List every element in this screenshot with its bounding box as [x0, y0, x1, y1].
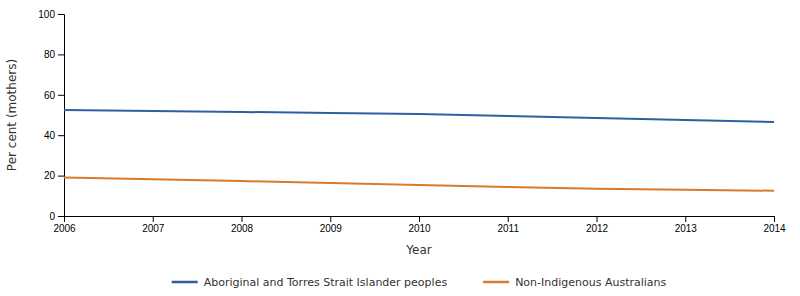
y-tick-label: 100: [38, 9, 55, 20]
y-axis-line: [58, 15, 65, 217]
series-line: [64, 178, 774, 191]
x-tick-label: 2013: [675, 223, 698, 234]
x-tick: 2006: [53, 216, 76, 234]
x-tick: 2014: [763, 216, 786, 234]
y-tick-label: 80: [44, 49, 56, 60]
x-tick-label: 2011: [497, 223, 519, 234]
legend-item: Aboriginal and Torres Strait Islander pe…: [172, 276, 448, 289]
x-tick: 2007: [142, 216, 165, 234]
x-tick-label: 2012: [586, 223, 609, 234]
legend-swatch: [172, 281, 198, 284]
plot: 2006 2007 2008 2009 2010 2011 2012 2013 2014 0 20 4…: [38, 9, 786, 234]
x-tick-mark: [153, 216, 154, 222]
y-tick: 40: [44, 130, 64, 141]
x-axis: 2006 2007 2008 2009 2010 2011 2012 2013 2014: [53, 216, 786, 234]
y-tick-label: 0: [49, 211, 55, 222]
x-axis-line: [65, 217, 775, 223]
chart: 2006 2007 2008 2009 2010 2011 2012 2013 2014 0 20 4…: [0, 0, 800, 296]
y-tick: 20: [44, 170, 64, 181]
series-line: [64, 110, 774, 122]
x-tick-mark: [774, 216, 775, 222]
x-tick: 2008: [231, 216, 254, 234]
y-tick: 100: [38, 9, 64, 20]
x-tick-label: 2008: [231, 223, 254, 234]
legend-label: Aboriginal and Torres Strait Islander pe…: [204, 276, 448, 289]
legend: Aboriginal and Torres Strait Islander pe…: [172, 276, 667, 289]
x-axis-title: Year: [405, 243, 431, 257]
chart-container: 2006 2007 2008 2009 2010 2011 2012 2013 2014 0 20 4…: [0, 0, 800, 296]
legend-label: Non-Indigenous Australians: [515, 276, 666, 289]
x-tick-label: 2007: [142, 223, 165, 234]
x-tick-mark: [419, 216, 420, 222]
y-tick-mark: [58, 216, 64, 217]
legend-swatch: [483, 281, 509, 284]
x-tick: 2009: [320, 216, 343, 234]
y-axis: 0 20 40 60 80 100: [38, 9, 64, 222]
x-tick: 2010: [408, 216, 431, 234]
y-tick-label: 20: [44, 170, 56, 181]
x-tick-mark: [597, 216, 598, 222]
y-tick-label: 60: [44, 90, 56, 101]
y-tick-mark: [58, 54, 64, 55]
x-tick-label: 2006: [53, 223, 76, 234]
y-tick: 60: [44, 90, 64, 101]
series-group: [64, 110, 774, 191]
legend-item: Non-Indigenous Australians: [483, 276, 666, 289]
x-tick-label: 2009: [320, 223, 343, 234]
y-tick-mark: [58, 95, 64, 96]
y-axis-title: Per cent (mothers): [5, 59, 19, 171]
x-tick: 2013: [675, 216, 698, 234]
y-tick-mark: [58, 14, 64, 15]
x-tick-mark: [508, 216, 509, 222]
y-tick: 80: [44, 49, 64, 60]
x-tick-mark: [242, 216, 243, 222]
x-tick: 2011: [497, 216, 519, 234]
y-tick-mark: [58, 135, 64, 136]
x-tick-mark: [685, 216, 686, 222]
x-tick-label: 2010: [408, 223, 431, 234]
y-tick-label: 40: [44, 130, 56, 141]
x-tick-mark: [330, 216, 331, 222]
y-tick-mark: [58, 176, 64, 177]
x-tick: 2012: [586, 216, 609, 234]
y-tick: 0: [49, 211, 64, 222]
x-tick-label: 2014: [763, 223, 786, 234]
